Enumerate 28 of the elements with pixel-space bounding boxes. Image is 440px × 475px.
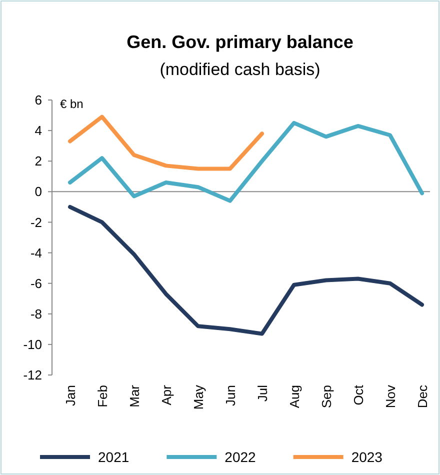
chart-title: Gen. Gov. primary balance <box>126 32 354 52</box>
x-tick-label: Nov <box>383 384 398 408</box>
y-tick-label: 2 <box>34 154 42 169</box>
x-tick-label: Oct <box>351 384 366 406</box>
chart-subtitle: (modified cash basis) <box>160 60 320 79</box>
x-tick-label: Aug <box>287 385 302 408</box>
x-tick-label: Jun <box>223 385 238 406</box>
x-tick-label: Jul <box>255 384 270 402</box>
x-tick-label: May <box>191 384 206 410</box>
y-axis-title: € bn <box>60 97 84 112</box>
legend-label: 2021 <box>98 448 130 465</box>
y-tick-label: -12 <box>23 368 42 383</box>
x-tick-label: Sep <box>319 385 334 408</box>
x-tick-label: Dec <box>415 384 430 408</box>
x-tick-label: Mar <box>127 384 142 408</box>
y-tick-label: -2 <box>30 214 42 230</box>
y-tick-label: -4 <box>30 245 42 260</box>
y-tick-label: 0 <box>34 184 42 200</box>
x-tick-label: Feb <box>95 385 110 408</box>
x-tick-label: Jan <box>63 385 78 406</box>
y-tick-label: -10 <box>23 336 42 352</box>
legend-label: 2022 <box>224 448 256 465</box>
y-tick-label: 6 <box>34 92 42 108</box>
x-tick-label: Apr <box>159 384 174 406</box>
y-tick-label: -8 <box>30 306 42 322</box>
y-tick-label: -6 <box>30 276 42 291</box>
legend-label: 2023 <box>351 448 383 465</box>
y-tick-label: 4 <box>34 123 42 138</box>
